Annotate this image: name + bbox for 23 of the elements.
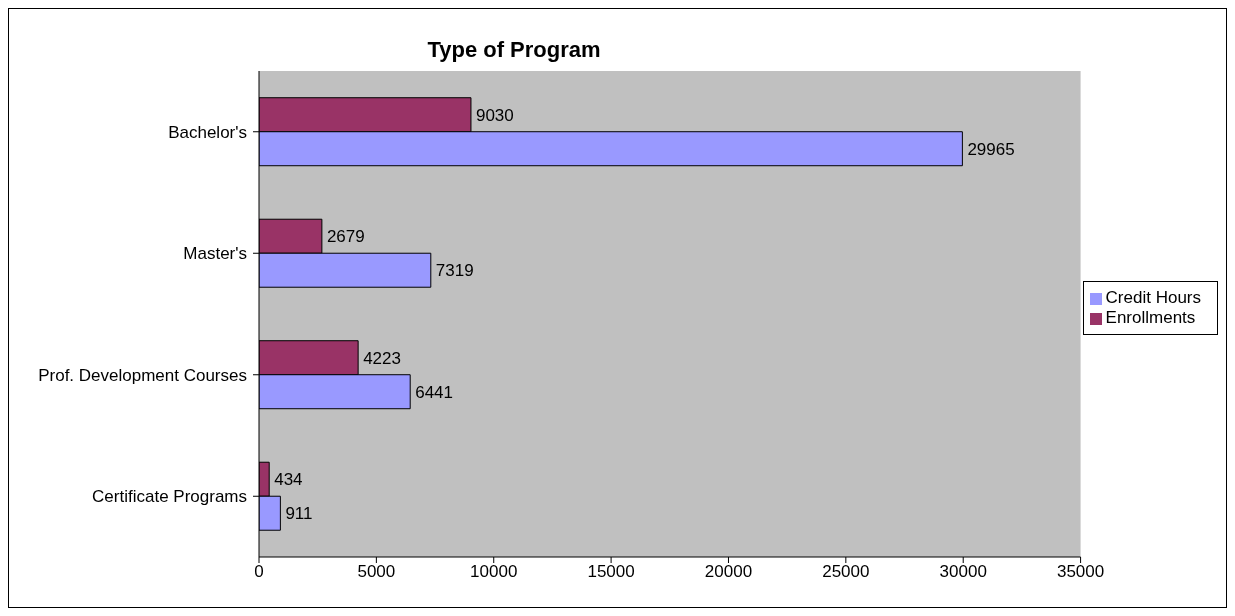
data-label: 29965 [967, 139, 1015, 159]
legend-label: Credit Hours [1105, 288, 1201, 307]
data-label: 911 [285, 504, 313, 524]
y-tick-label: Bachelor's [168, 122, 247, 142]
x-tick-label: 35000 [1056, 562, 1105, 582]
data-label: 434 [274, 470, 303, 490]
legend-label: Enrollments [1105, 308, 1196, 327]
y-tick-label: Certificate Programs [92, 487, 247, 507]
x-tick-label: 30000 [939, 562, 987, 582]
chart-title: Type of Program [426, 37, 602, 63]
data-label: 6441 [415, 382, 454, 402]
x-tick-label: 10000 [470, 562, 518, 582]
data-label: 9030 [475, 105, 514, 125]
y-tick-label: Master's [183, 244, 247, 264]
data-label: 2679 [326, 227, 365, 247]
x-tick-label: 5000 [357, 562, 396, 582]
x-tick-label: 15000 [587, 562, 635, 582]
data-label: 4223 [363, 348, 401, 368]
x-tick-label: 20000 [704, 562, 753, 582]
x-tick-label: 25000 [822, 562, 870, 582]
x-tick-label: 0 [254, 562, 264, 582]
y-tick-label: Prof. Development Courses [38, 365, 247, 385]
data-label: 7319 [435, 261, 474, 281]
